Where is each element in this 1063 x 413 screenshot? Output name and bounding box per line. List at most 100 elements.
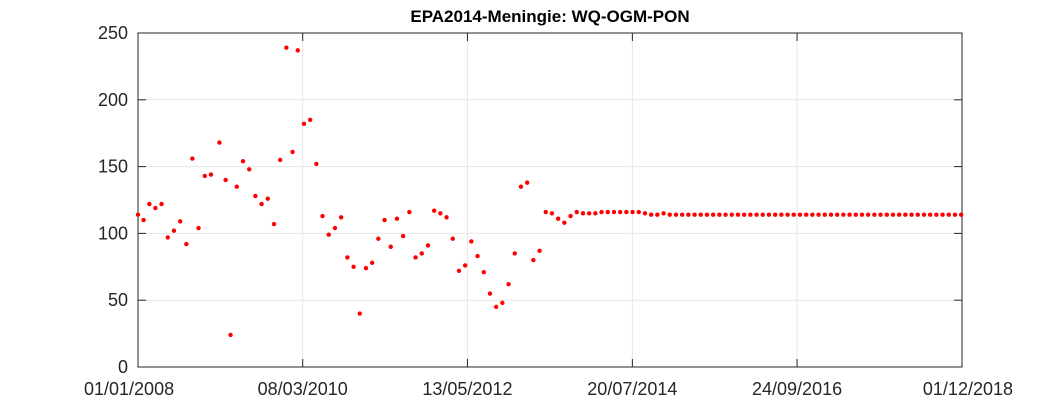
data-point bbox=[165, 235, 170, 240]
data-point bbox=[240, 159, 246, 164]
data-point bbox=[617, 209, 623, 215]
data-point bbox=[754, 212, 759, 217]
data-point bbox=[438, 211, 443, 216]
chart-title: EPA2014-Meningie: WQ-OGM-PON bbox=[410, 7, 689, 26]
data-point bbox=[791, 212, 796, 217]
data-point bbox=[314, 161, 319, 167]
data-point bbox=[599, 209, 604, 215]
data-point bbox=[648, 212, 654, 217]
data-point bbox=[673, 212, 679, 217]
y-tick-label: 100 bbox=[98, 223, 128, 243]
data-point bbox=[171, 228, 177, 233]
y-tick-label: 0 bbox=[118, 357, 128, 377]
data-point bbox=[884, 212, 889, 217]
data-point bbox=[141, 217, 146, 223]
data-point bbox=[779, 212, 784, 217]
data-point bbox=[363, 265, 369, 271]
data-point bbox=[431, 208, 437, 213]
data-point bbox=[394, 216, 400, 221]
x-tick-label: 13/05/2012 bbox=[422, 379, 512, 399]
data-point bbox=[500, 300, 505, 306]
data-point bbox=[611, 209, 617, 215]
data-point bbox=[847, 212, 852, 217]
data-point bbox=[400, 233, 406, 239]
data-point bbox=[686, 212, 691, 217]
data-point bbox=[952, 212, 958, 217]
data-point bbox=[927, 212, 933, 217]
y-tick-label: 200 bbox=[98, 90, 128, 110]
data-point bbox=[605, 209, 610, 215]
data-point bbox=[493, 304, 499, 310]
data-point bbox=[190, 156, 195, 161]
data-point bbox=[586, 211, 592, 216]
data-point bbox=[816, 212, 821, 217]
data-point bbox=[704, 212, 710, 217]
data-point bbox=[723, 212, 728, 217]
data-point bbox=[717, 212, 722, 217]
data-point bbox=[332, 225, 338, 231]
data-point bbox=[184, 241, 189, 247]
data-point bbox=[277, 157, 283, 163]
data-point bbox=[543, 209, 548, 215]
y-tick-label: 50 bbox=[108, 290, 128, 310]
data-point bbox=[481, 269, 486, 275]
data-point bbox=[940, 212, 945, 217]
data-point bbox=[580, 211, 586, 216]
data-point bbox=[475, 253, 480, 259]
data-point bbox=[822, 212, 827, 217]
data-point bbox=[326, 232, 331, 237]
data-point bbox=[369, 260, 375, 265]
y-tick-label: 150 bbox=[98, 157, 128, 177]
data-point bbox=[766, 212, 772, 217]
data-point bbox=[462, 263, 468, 268]
data-point bbox=[878, 212, 883, 217]
data-point bbox=[524, 180, 530, 185]
data-point bbox=[903, 212, 908, 217]
x-tick-label: 08/03/2010 bbox=[258, 379, 348, 399]
data-point bbox=[692, 212, 697, 217]
data-point bbox=[636, 209, 641, 215]
y-tick-label: 250 bbox=[98, 23, 128, 43]
data-point bbox=[859, 212, 865, 217]
data-point bbox=[295, 48, 300, 53]
data-point bbox=[568, 213, 573, 219]
data-point bbox=[772, 212, 778, 217]
data-point bbox=[512, 251, 517, 256]
data-point bbox=[202, 173, 207, 179]
data-point bbox=[290, 149, 295, 155]
data-points bbox=[135, 45, 964, 338]
x-tick-label: 24/09/2016 bbox=[752, 379, 842, 399]
data-point bbox=[444, 215, 449, 220]
data-point bbox=[135, 212, 141, 217]
data-point bbox=[234, 184, 239, 189]
data-point bbox=[537, 248, 542, 253]
data-point bbox=[425, 243, 431, 248]
plot-area bbox=[138, 33, 962, 367]
data-point bbox=[810, 212, 815, 217]
data-point bbox=[228, 332, 233, 338]
data-point bbox=[890, 212, 896, 217]
data-point bbox=[506, 281, 511, 287]
data-point bbox=[196, 225, 201, 231]
data-point bbox=[223, 177, 228, 183]
data-point bbox=[729, 212, 734, 217]
data-point bbox=[284, 45, 289, 50]
data-point bbox=[388, 244, 393, 249]
data-point bbox=[828, 212, 834, 217]
data-point bbox=[407, 209, 412, 215]
data-point bbox=[574, 209, 579, 215]
data-point bbox=[208, 172, 214, 177]
data-point bbox=[382, 217, 387, 223]
data-point bbox=[487, 291, 493, 296]
data-point bbox=[246, 167, 252, 172]
data-point bbox=[265, 196, 270, 201]
data-point bbox=[760, 212, 765, 217]
data-point bbox=[679, 212, 685, 217]
data-point bbox=[531, 257, 536, 263]
data-point bbox=[896, 212, 902, 217]
data-point bbox=[853, 212, 858, 217]
data-point bbox=[153, 205, 158, 211]
data-point bbox=[307, 117, 313, 123]
data-point bbox=[797, 212, 803, 217]
data-point bbox=[301, 121, 307, 127]
